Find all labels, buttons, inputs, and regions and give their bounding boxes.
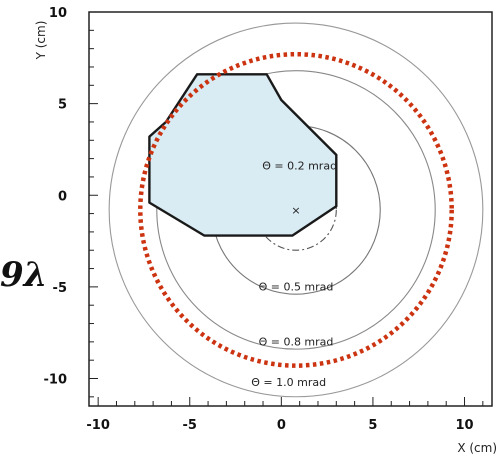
y-tick-label: 5 [58,98,67,113]
circle-label-1: Θ = 0.5 mrad [259,281,334,294]
center-marker: × [291,204,300,217]
x-axis-label: X (cm) [457,441,497,455]
x-tick-label: 10 [455,418,473,433]
dotted-red-circle [138,51,454,368]
x-tick-label: -5 [183,418,197,433]
x-tick-label: -10 [86,418,110,433]
axes: -10 -5 0 5 10 -10 -5 0 5 10 [44,6,484,433]
circle-label-3: Θ = 1.0 mrad [251,376,326,389]
y-tick-label: 0 [58,189,67,204]
y-axis-label: Y (cm) [34,21,48,61]
x-tick-label: 5 [368,418,377,433]
y-tick-label: -5 [53,281,67,296]
acceptance-polygon [148,73,338,237]
y-tick-label: -10 [44,373,68,388]
x-tick-label: 0 [277,418,286,433]
theta-circle-3 [108,22,484,398]
circle-label-0: Θ = 0.2 mrad [262,160,337,173]
side-label: 9λ [0,255,48,295]
circle-label-2: Θ = 0.8 mrad [259,336,334,349]
plot-area: Θ = 0.2 mrad Θ = 0.5 mrad Θ = 0.8 mrad Θ = … [108,22,484,398]
plot-content: Θ = 0.2 mrad Θ = 0.5 mrad Θ = 0.8 mrad Θ = … [108,22,484,398]
theta-circle-2 [156,70,436,350]
y-tick-label: 10 [49,6,67,21]
